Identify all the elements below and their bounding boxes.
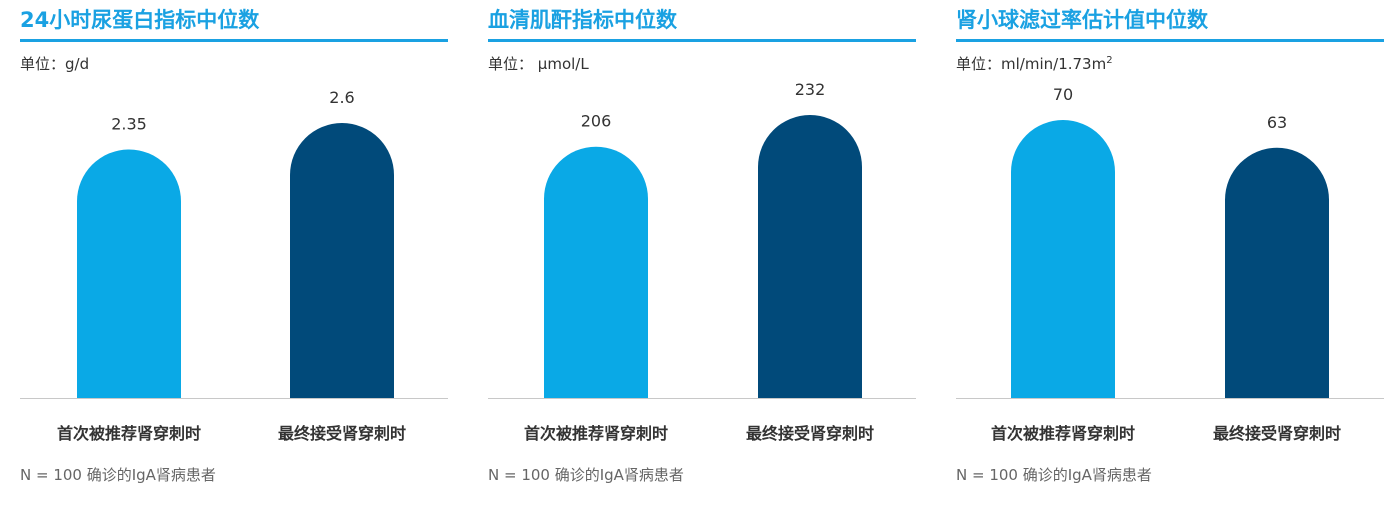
data-label: 2.6: [329, 88, 354, 107]
bar-chart: 2.35 2.6: [20, 88, 448, 399]
bar: [290, 123, 394, 398]
category-label: 最终接受肾穿刺时: [745, 424, 875, 443]
unit-prefix: 单位：: [956, 55, 1002, 73]
bar: [1225, 147, 1329, 398]
unit-superscript: 2: [1106, 55, 1113, 66]
data-label: 232: [795, 80, 826, 99]
category-label: 最终接受肾穿刺时: [277, 424, 407, 443]
title-divider: [956, 39, 1384, 42]
category-label: 首次被推荐肾穿刺时: [990, 424, 1136, 443]
unit-label: 单位： μmol/L: [488, 53, 589, 74]
category-label: 首次被推荐肾穿刺时: [523, 424, 669, 443]
footnote: N = 100 确诊的IgA肾病患者: [956, 466, 1152, 484]
chart-panel: 血清肌酐指标中位数 单位： μmol/L 206 232 首次被推荐肾穿刺时 最终…: [488, 0, 918, 513]
footnote: N = 100 确诊的IgA肾病患者: [488, 466, 684, 484]
unit-prefix: 单位：: [488, 55, 534, 73]
chart-panel: 肾小球滤过率估计值中位数 单位：ml/min/1.73m2 70 63 首次被推荐…: [956, 0, 1386, 513]
unit-value: g/d: [65, 55, 90, 73]
data-label: 63: [1267, 113, 1287, 132]
unit-label: 单位：ml/min/1.73m2: [956, 53, 1113, 74]
title-divider: [20, 39, 448, 42]
chart-title: 24小时尿蛋白指标中位数: [20, 8, 260, 32]
chart-title: 血清肌酐指标中位数: [488, 8, 677, 32]
chart-title: 肾小球滤过率估计值中位数: [956, 8, 1208, 32]
footnote: N = 100 确诊的IgA肾病患者: [20, 466, 216, 484]
bar: [77, 149, 181, 398]
unit-prefix: 单位：: [20, 55, 66, 73]
bar-chart: 206 232: [488, 80, 916, 399]
category-label: 首次被推荐肾穿刺时: [56, 424, 202, 443]
bar: [1011, 120, 1115, 398]
title-divider: [488, 39, 916, 42]
bar-chart: 70 63: [956, 85, 1384, 399]
chart-panel: 24小时尿蛋白指标中位数 单位：g/d 2.35 2.6 首次被推荐肾穿刺时 最终…: [20, 0, 450, 513]
data-label: 206: [581, 112, 612, 131]
data-label: 2.35: [111, 114, 147, 133]
category-label: 最终接受肾穿刺时: [1212, 424, 1342, 443]
bar: [758, 115, 862, 398]
unit-value: ml/min/1.73m: [1001, 55, 1107, 73]
unit-value: μmol/L: [533, 55, 589, 73]
bar: [544, 146, 648, 398]
unit-label: 单位：g/d: [20, 53, 89, 74]
data-label: 70: [1053, 85, 1073, 104]
